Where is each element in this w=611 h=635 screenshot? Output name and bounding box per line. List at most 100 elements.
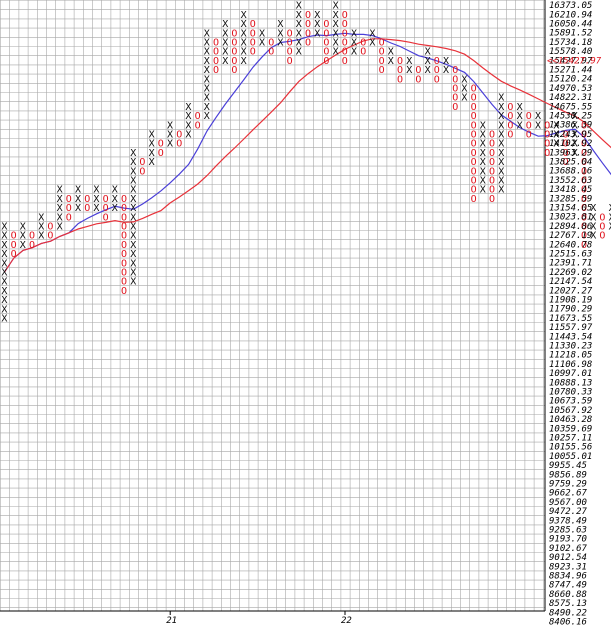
x-box: X [498, 139, 504, 150]
x-box: X [351, 38, 357, 49]
moving-average-fast [4, 32, 611, 273]
y-tick-label: 13418.45 [549, 185, 592, 195]
x-box: X [204, 74, 210, 85]
x-box: X [480, 130, 486, 141]
y-tick-label: 10055.01 [549, 452, 592, 462]
x-box: X [333, 1, 339, 12]
o-box: O [599, 222, 605, 233]
x-box: X [480, 148, 486, 159]
o-box: O [121, 203, 127, 214]
o-box: O [305, 19, 311, 30]
o-box: O [581, 157, 587, 168]
o-box: O [231, 28, 237, 39]
o-box: O [471, 157, 477, 168]
x-box: X [498, 111, 504, 122]
y-tick-label: 13552.63 [549, 176, 592, 186]
x-box: X [498, 157, 504, 168]
y-tick-label: 12027.27 [549, 286, 593, 296]
x-box: X [130, 231, 136, 242]
o-box: O [581, 212, 587, 223]
x-box: X [498, 120, 504, 131]
x-box: X [204, 28, 210, 39]
o-box: O [489, 157, 495, 168]
x-box: X [149, 130, 155, 141]
x-box: X [1, 231, 7, 242]
o-box: O [471, 166, 477, 177]
o-box: O [11, 249, 17, 260]
x-box: X [425, 65, 431, 76]
y-tick-label: 11557.97 [549, 323, 593, 333]
x-box: X [333, 47, 339, 58]
x-box: X [498, 176, 504, 187]
y-tick-label: 16210.94 [549, 10, 592, 20]
o-box: O [581, 130, 587, 141]
o-box: O [379, 65, 385, 76]
o-box: O [544, 148, 550, 159]
y-tick-label: 15891.52 [549, 29, 592, 39]
y-tick-label: 14243.95 [549, 130, 592, 140]
y-tick-label: 8490.22 [549, 608, 587, 618]
x-box: X [333, 10, 339, 21]
o-box: O [231, 56, 237, 67]
x-box: X [222, 47, 228, 58]
x-box: X [1, 295, 7, 306]
o-box: O [139, 157, 145, 168]
x-box: X [461, 84, 467, 95]
o-box: O [434, 56, 440, 67]
y-tick-label: 9759.29 [549, 480, 587, 490]
o-box: O [305, 38, 311, 49]
x-box: X [277, 28, 283, 39]
o-box: O [287, 28, 293, 39]
o-box: O [305, 28, 311, 39]
x-box: X [498, 130, 504, 141]
o-box: O [379, 38, 385, 49]
x-box: X [1, 314, 7, 325]
o-box: O [360, 47, 366, 58]
x-box: X [277, 38, 283, 49]
x-box: X [369, 28, 375, 39]
y-tick-label: 12269.02 [549, 268, 592, 278]
y-tick-label: 9193.70 [549, 535, 587, 545]
y-tick-label: 8575.13 [549, 599, 587, 609]
o-box: O [231, 47, 237, 58]
o-box: O [158, 139, 164, 150]
o-box: O [103, 194, 109, 205]
y-tick-label: 16050.44 [549, 20, 592, 30]
x-box: X [498, 148, 504, 159]
x-box: X [388, 47, 394, 58]
x-box: X [130, 176, 136, 187]
o-box: O [213, 47, 219, 58]
y-tick-label: 16373.05 [549, 1, 592, 11]
y-tick-label: 12767.19 [549, 231, 592, 241]
x-box: X [93, 203, 99, 214]
x-box: X [553, 130, 559, 141]
y-tick-label: 13688.16 [549, 167, 592, 177]
o-box: O [581, 194, 587, 205]
x-box: X [204, 65, 210, 76]
y-tick-label: 8406.16 [549, 618, 587, 628]
x-box: X [167, 130, 173, 141]
o-box: O [489, 130, 495, 141]
x-box: X [241, 38, 247, 49]
y-tick-label: 9662.67 [549, 489, 588, 499]
o-box: O [342, 10, 348, 21]
o-box: O [452, 102, 458, 113]
o-box: O [84, 194, 90, 205]
x-box: X [167, 139, 173, 150]
o-box: O [544, 130, 550, 141]
y-tick-label: 13154.05 [549, 204, 592, 214]
x-box: X [333, 38, 339, 49]
x-box: X [572, 111, 578, 122]
o-box: O [471, 102, 477, 113]
o-box: O [323, 56, 329, 67]
o-box: O [379, 56, 385, 67]
x-box: X [149, 148, 155, 159]
o-box: O [581, 185, 587, 196]
x-box: X [314, 19, 320, 30]
x-box: X [130, 222, 136, 233]
o-box: O [121, 286, 127, 297]
x-box: X [517, 111, 523, 122]
x-box: X [480, 139, 486, 150]
x-box: X [130, 258, 136, 269]
o-box: O [250, 38, 256, 49]
